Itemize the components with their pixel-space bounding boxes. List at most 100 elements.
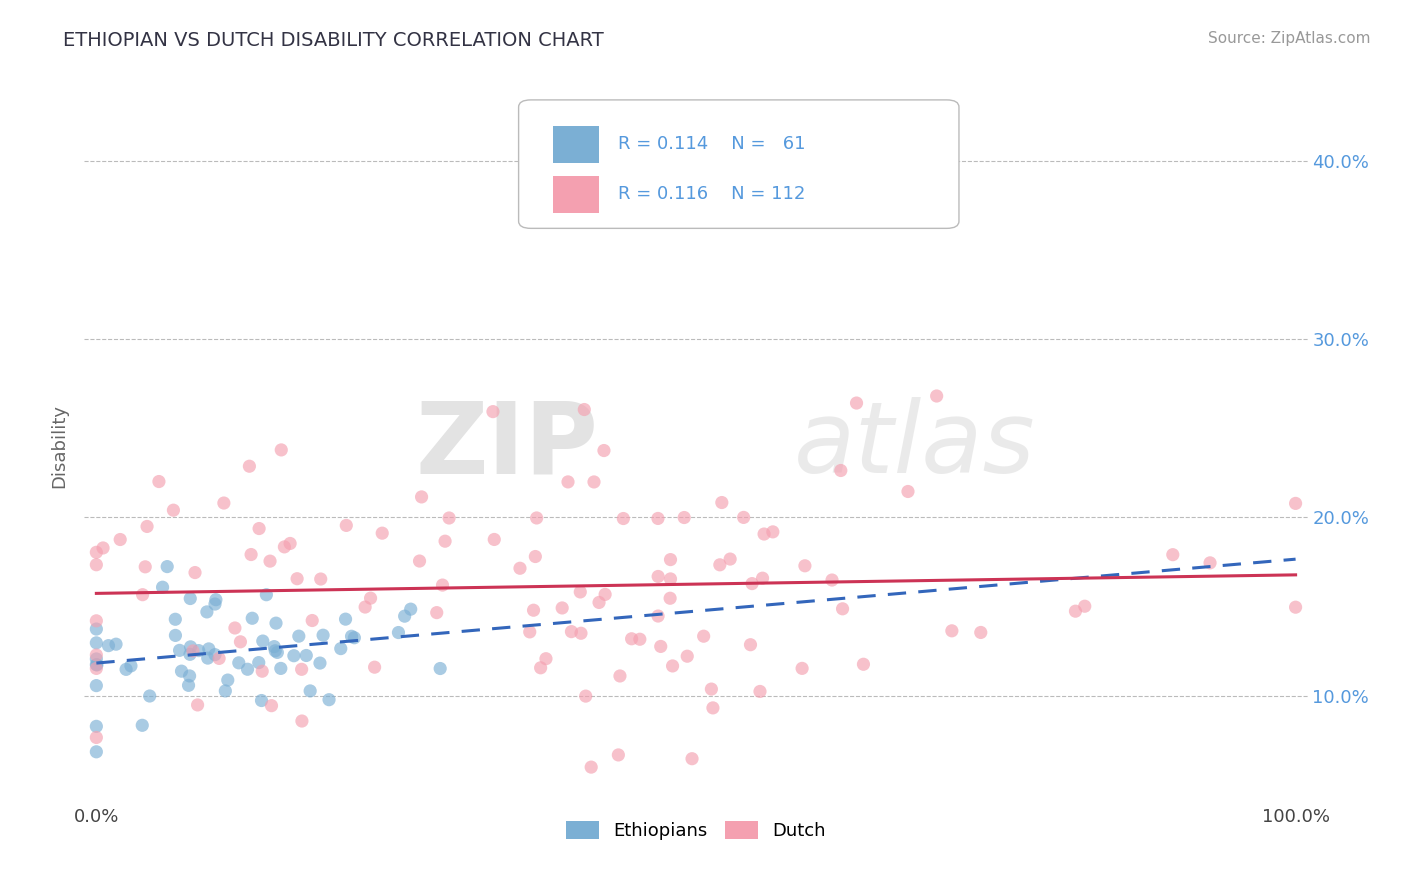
Point [408, 554, 430, 568]
Point [295, 648, 318, 663]
Point [285, 572, 308, 586]
Point [264, 616, 287, 631]
Point [1161, 548, 1184, 562]
Point [86, 731, 108, 745]
Point [299, 684, 322, 698]
Point [86, 648, 108, 662]
Point [793, 558, 815, 573]
Point [557, 475, 579, 489]
Point [593, 443, 616, 458]
Point [105, 637, 128, 651]
Point [329, 641, 352, 656]
Bar [553, 176, 599, 212]
Point [343, 631, 366, 645]
Point [240, 548, 263, 562]
Point [845, 396, 868, 410]
Point [212, 496, 235, 510]
Point [86, 661, 108, 675]
Point [522, 603, 544, 617]
Point [148, 475, 170, 489]
Point [437, 511, 460, 525]
Point [169, 643, 191, 657]
Point [659, 591, 682, 606]
Point [240, 611, 263, 625]
Point [524, 549, 547, 564]
Point [270, 442, 292, 457]
Point [659, 572, 682, 586]
Point [205, 592, 228, 607]
Point [579, 760, 602, 774]
Point [530, 661, 553, 675]
Point [120, 659, 142, 673]
Point [260, 698, 283, 713]
Point [86, 719, 108, 733]
Point [569, 585, 592, 599]
Point [309, 572, 332, 586]
Point [264, 644, 287, 658]
Point [252, 634, 274, 648]
Text: R = 0.114    N =   61: R = 0.114 N = 61 [617, 136, 806, 153]
Point [165, 612, 187, 626]
Point [170, 664, 193, 678]
Point [177, 678, 200, 692]
Point [399, 602, 422, 616]
Point [647, 511, 669, 525]
Point [165, 628, 187, 642]
Point [371, 526, 394, 541]
Point [204, 648, 226, 662]
Point [250, 693, 273, 707]
Point [278, 536, 301, 550]
Point [509, 561, 531, 575]
Point [180, 640, 202, 654]
Point [335, 612, 357, 626]
Point [134, 559, 156, 574]
Point [250, 664, 273, 678]
Point [86, 745, 108, 759]
Point [86, 657, 108, 672]
Point [335, 518, 357, 533]
Point [700, 682, 723, 697]
Text: ETHIOPIAN VS DUTCH DISABILITY CORRELATION CHART: ETHIOPIAN VS DUTCH DISABILITY CORRELATIO… [63, 31, 605, 50]
Point [291, 662, 314, 676]
Point [588, 595, 610, 609]
Point [179, 669, 201, 683]
Point [266, 645, 288, 659]
Point [288, 629, 311, 643]
Point [534, 651, 557, 665]
Point [432, 578, 454, 592]
Point [749, 684, 772, 698]
Point [86, 636, 108, 650]
Point [86, 614, 108, 628]
Point [179, 591, 201, 606]
Point [301, 614, 323, 628]
Point [692, 629, 714, 643]
Point [309, 656, 332, 670]
Point [607, 747, 630, 762]
Point [1284, 600, 1306, 615]
Point [752, 527, 775, 541]
Point [970, 625, 993, 640]
Point [214, 684, 236, 698]
Point [575, 689, 598, 703]
Point [181, 644, 204, 658]
Point [751, 571, 773, 585]
Point [318, 692, 340, 706]
Point [204, 597, 226, 611]
Point [702, 701, 724, 715]
Point [197, 641, 219, 656]
Point [187, 643, 209, 657]
Point [790, 661, 813, 675]
Point [718, 552, 741, 566]
Point [363, 660, 385, 674]
Point [91, 541, 114, 555]
FancyBboxPatch shape [519, 100, 959, 228]
Point [762, 524, 785, 539]
Point [740, 638, 762, 652]
Point [1064, 604, 1087, 618]
Point [852, 657, 875, 672]
Point [661, 659, 683, 673]
Point [179, 648, 201, 662]
Point [97, 639, 120, 653]
Point [1199, 556, 1222, 570]
Point [291, 714, 314, 728]
